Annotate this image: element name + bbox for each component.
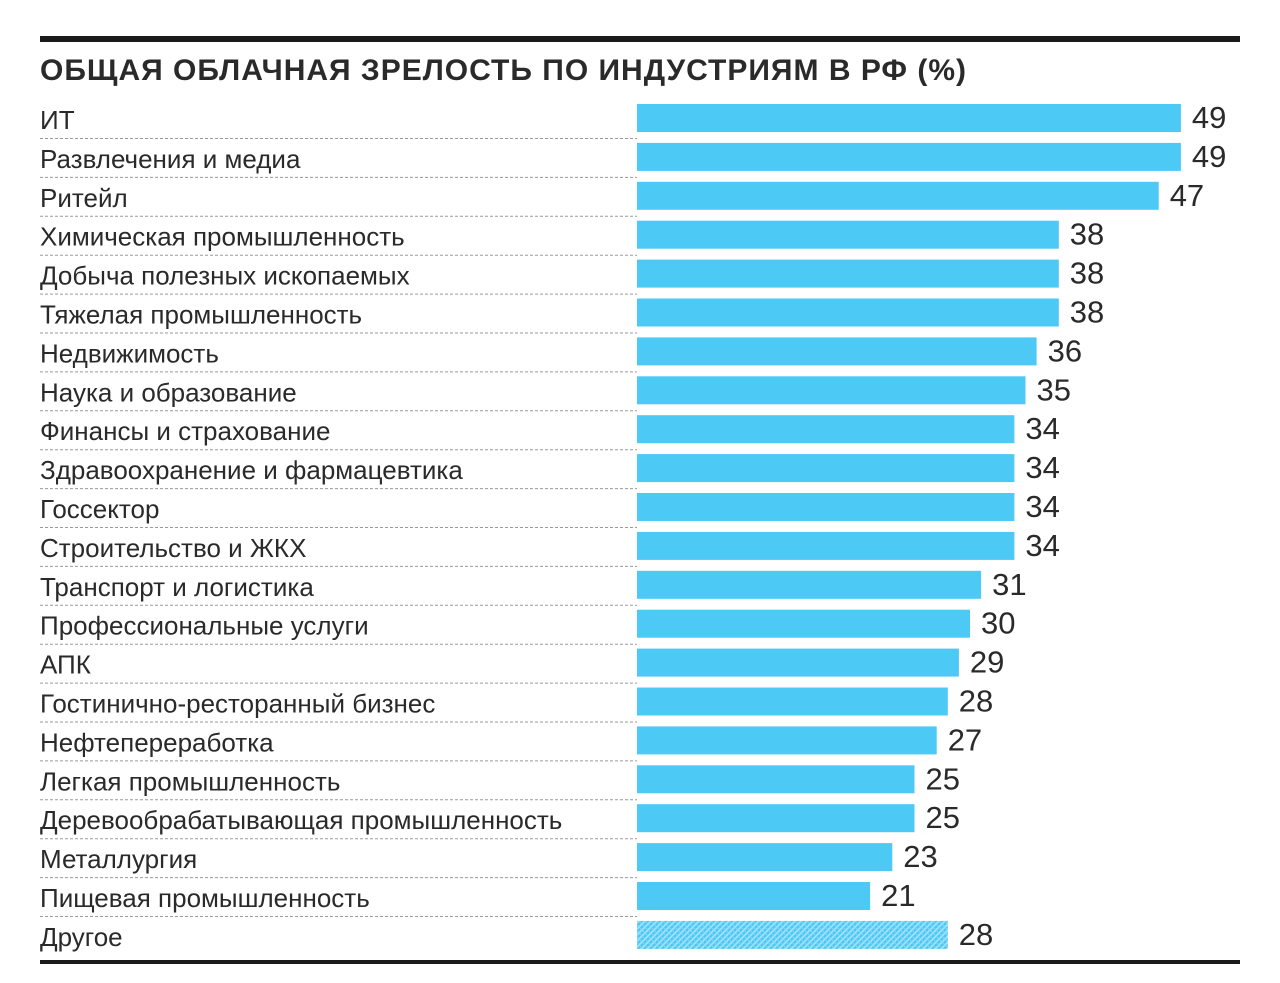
bar bbox=[637, 882, 871, 910]
category-label: Пищевая промышленность bbox=[40, 883, 370, 913]
category-label: Легкая промышленность bbox=[40, 766, 340, 796]
bar bbox=[637, 259, 1059, 288]
bar bbox=[637, 804, 915, 833]
category-label: Нефтепереработка bbox=[40, 727, 274, 757]
value-label: 49 bbox=[1192, 139, 1226, 174]
value-label: 25 bbox=[926, 800, 960, 835]
bar bbox=[637, 454, 1015, 483]
bar bbox=[637, 920, 948, 949]
bar bbox=[637, 570, 982, 599]
top-rule bbox=[40, 36, 1240, 42]
value-label: 34 bbox=[1025, 489, 1059, 524]
category-label: ИТ bbox=[40, 105, 75, 135]
category-label: Транспорт и логистика bbox=[40, 572, 314, 602]
category-label: Добыча полезных ископаемых bbox=[40, 261, 410, 291]
bar bbox=[637, 609, 970, 638]
value-label: 28 bbox=[959, 917, 993, 952]
category-label: Ритейл bbox=[40, 183, 128, 213]
category-label: Металлургия bbox=[40, 844, 197, 874]
category-label: Другое bbox=[40, 922, 123, 952]
category-label: Тяжелая промышленность bbox=[40, 300, 362, 330]
bar bbox=[637, 181, 1159, 210]
category-label: Деревообрабатывающая промышленность bbox=[40, 805, 562, 835]
value-label: 34 bbox=[1025, 411, 1059, 446]
value-label: 25 bbox=[926, 761, 960, 796]
category-label: Строительство и ЖКХ bbox=[40, 533, 306, 563]
value-label: 29 bbox=[970, 645, 1004, 680]
category-label: Профессиональные услуги bbox=[40, 611, 369, 641]
category-label: Недвижимость bbox=[40, 338, 219, 368]
category-label: АПК bbox=[40, 650, 91, 680]
value-label: 38 bbox=[1070, 295, 1104, 330]
value-label: 36 bbox=[1048, 333, 1082, 368]
bar bbox=[637, 648, 959, 677]
value-label: 34 bbox=[1025, 528, 1059, 563]
value-label: 23 bbox=[903, 839, 937, 874]
bar bbox=[637, 843, 893, 872]
category-label: Химическая промышленность bbox=[40, 222, 405, 252]
bar bbox=[637, 337, 1037, 366]
bar bbox=[637, 493, 1015, 521]
bar bbox=[637, 220, 1059, 249]
value-label: 21 bbox=[881, 878, 915, 913]
bar bbox=[637, 376, 1026, 405]
value-label: 38 bbox=[1070, 217, 1104, 252]
bar bbox=[637, 415, 1015, 444]
category-label: Развлечения и медиа bbox=[40, 144, 301, 174]
value-label: 38 bbox=[1070, 256, 1104, 291]
bottom-rule bbox=[40, 960, 1240, 964]
category-label: Наука и образование bbox=[40, 377, 297, 407]
value-label: 35 bbox=[1037, 372, 1071, 407]
bar bbox=[637, 104, 1181, 132]
value-label: 27 bbox=[948, 722, 982, 757]
category-label: Госсектор bbox=[40, 494, 159, 524]
bar bbox=[637, 298, 1059, 327]
category-label: Гостинично-ресторанный бизнес bbox=[40, 689, 435, 719]
value-label: 34 bbox=[1025, 450, 1059, 485]
value-label: 49 bbox=[1192, 100, 1226, 135]
value-label: 31 bbox=[992, 567, 1026, 602]
category-label: Финансы и страхование bbox=[40, 416, 330, 446]
value-label: 30 bbox=[981, 606, 1015, 641]
category-label: Здравоохранение и фармацевтика bbox=[40, 455, 463, 485]
bar bbox=[637, 687, 948, 716]
bar bbox=[637, 531, 1015, 560]
bar bbox=[637, 726, 937, 755]
bar bbox=[637, 142, 1181, 171]
value-label: 47 bbox=[1170, 178, 1204, 213]
value-label: 28 bbox=[959, 684, 993, 719]
chart-title: ОБЩАЯ ОБЛАЧНАЯ ЗРЕЛОСТЬ ПО ИНДУСТРИЯМ В … bbox=[40, 54, 968, 87]
bar bbox=[637, 765, 915, 794]
